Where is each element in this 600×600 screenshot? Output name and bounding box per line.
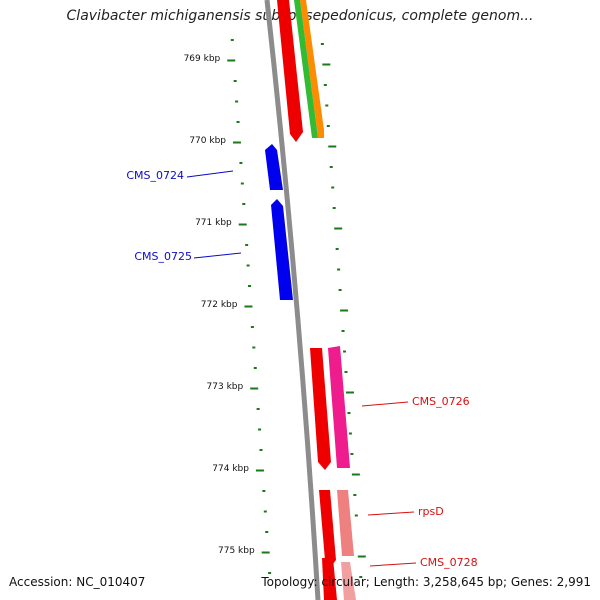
gene-orange[interactable] [300,0,324,138]
genome-backbone [264,0,321,600]
gene-green[interactable] [294,0,318,138]
tick-labels: 769 kbp 770 kbp 771 kbp 772 kbp 773 kbp 774 k… [184,54,255,556]
label-cms-0726[interactable]: CMS_0726 [412,395,470,408]
label-rpsD[interactable]: rpsD [418,505,444,518]
gene-red-bottom[interactable] [322,558,337,600]
tick-label: 774 kbp [212,464,249,474]
gene-rpsD[interactable] [337,490,354,556]
gene-red-top[interactable] [277,0,303,142]
tick-label: 770 kbp [189,136,226,146]
outer-ticks [320,43,366,578]
gene-red-rpsD[interactable] [319,490,336,568]
leader-cms-0726 [361,401,409,407]
gene-red-0726[interactable] [310,348,331,470]
inner-ticks [227,39,272,574]
tick-label: 769 kbp [184,54,221,64]
tick-label: 775 kbp [218,546,255,556]
gene-cms-0725[interactable] [271,199,293,300]
tick-label: 772 kbp [201,300,238,310]
leader-cms-0724 [186,170,234,178]
gene-cms-0728[interactable] [341,562,356,600]
label-cms-0725[interactable]: CMS_0725 [134,250,192,263]
leader-rpsD [367,511,415,516]
accession-text: Accession: NC_010407 [9,575,146,589]
gene-cms-0726[interactable] [328,346,350,468]
tick-label: 771 kbp [195,218,232,228]
leader-cms-0725 [193,252,242,259]
gene-cms-0724[interactable] [265,144,283,190]
label-cms-0724[interactable]: CMS_0724 [126,169,184,182]
genome-summary-text: Topology: circular; Length: 3,258,645 bp… [261,575,591,589]
label-cms-0728[interactable]: CMS_0728 [420,556,478,569]
tick-label: 773 kbp [207,382,244,392]
leader-cms-0728 [369,562,417,567]
